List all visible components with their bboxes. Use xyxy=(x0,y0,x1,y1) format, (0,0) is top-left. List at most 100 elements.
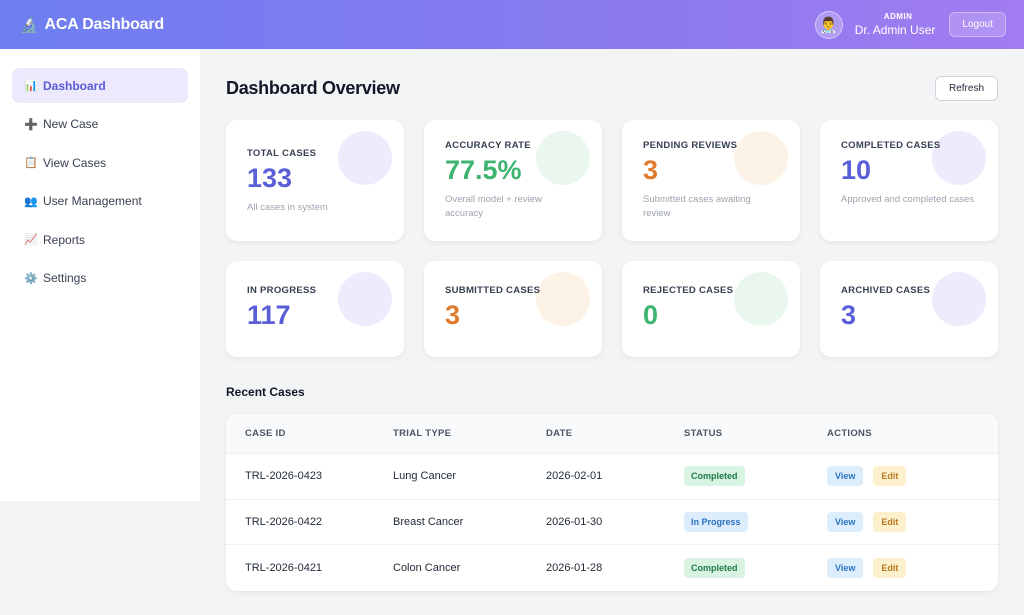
date-cell: 2026-02-01 xyxy=(546,470,603,483)
logout-button[interactable]: Logout xyxy=(949,12,1006,37)
brand-title: ACA Dashboard xyxy=(44,15,164,33)
actions-cell: View Edit xyxy=(827,511,998,532)
stat-description: Approved and completed cases xyxy=(841,194,975,205)
actions-cell: View Edit xyxy=(827,466,998,487)
column-header-actions: ACTIONS xyxy=(827,428,872,439)
sidebar-item-label: View Cases xyxy=(43,155,107,170)
bar-chart-icon: 📊 xyxy=(24,80,38,92)
sidebar-item-reports[interactable]: 📈 Reports xyxy=(12,222,188,257)
edit-button[interactable]: Edit xyxy=(873,466,907,487)
view-button[interactable]: View xyxy=(827,511,864,532)
view-button[interactable]: View xyxy=(827,557,864,578)
decorative-circle xyxy=(338,131,392,185)
stat-card-in-progress: IN PROGRESS 117 xyxy=(226,261,404,357)
stat-card-total-cases: TOTAL CASES 133 All cases in system xyxy=(226,120,404,241)
date-cell: 2026-01-30 xyxy=(546,515,603,528)
sidebar-item-user-management[interactable]: 👥 User Management xyxy=(12,184,188,219)
date-cell: 2026-01-28 xyxy=(546,561,603,574)
stat-label: PENDING REVIEWS xyxy=(643,140,738,151)
plus-icon: ➕ xyxy=(24,118,38,131)
sidebar-item-new-case[interactable]: ➕ New Case xyxy=(12,107,188,142)
case-id-cell: TRL-2026-0421 xyxy=(245,561,323,574)
user-area: 👨‍⚕️ ADMIN Dr. Admin User Logout xyxy=(814,10,1006,39)
stat-label: ACCURACY RATE xyxy=(445,140,531,151)
user-role: ADMIN xyxy=(883,11,913,21)
recent-cases-table: CASE ID TRIAL TYPE DATE STATUS ACTIONS T… xyxy=(226,414,998,591)
edit-button[interactable]: Edit xyxy=(873,557,907,578)
stat-value: 3 xyxy=(445,300,461,330)
decorative-circle xyxy=(536,131,590,185)
refresh-button[interactable]: Refresh xyxy=(934,75,998,101)
stat-label: SUBMITTED CASES xyxy=(445,285,541,296)
stat-label: COMPLETED CASES xyxy=(841,140,941,151)
stat-label: REJECTED CASES xyxy=(643,285,734,296)
avatar[interactable]: 👨‍⚕️ xyxy=(814,10,843,39)
status-cell: Completed xyxy=(684,557,827,578)
stat-card-archived-cases: ARCHIVED CASES 3 xyxy=(820,261,998,357)
stat-description: Overall model + review accuracy xyxy=(445,194,542,219)
view-button[interactable]: View xyxy=(827,466,864,487)
sidebar-item-label: Reports xyxy=(43,232,86,247)
sidebar-item-label: Dashboard xyxy=(43,78,106,93)
stat-value: 10 xyxy=(841,155,872,185)
sidebar-item-label: New Case xyxy=(43,117,99,131)
status-cell: In Progress xyxy=(684,511,827,532)
stat-card-submitted-cases: SUBMITTED CASES 3 xyxy=(424,261,602,357)
status-badge: Completed xyxy=(684,466,745,487)
stat-value: 117 xyxy=(247,300,291,330)
sidebar-item-label: User Management xyxy=(43,194,142,208)
stats-grid: TOTAL CASES 133 All cases in system ACCU… xyxy=(226,120,998,357)
brand[interactable]: 🔬 ACA Dashboard xyxy=(20,16,164,34)
user-name: Dr. Admin User xyxy=(854,22,936,37)
column-header-status: STATUS xyxy=(684,428,723,439)
decorative-circle xyxy=(536,272,590,326)
stat-card-accuracy-rate: ACCURACY RATE 77.5% Overall model + revi… xyxy=(424,120,602,241)
decorative-circle xyxy=(932,272,986,326)
stat-description: All cases in system xyxy=(247,202,328,213)
clipboard-icon: 📋 xyxy=(24,157,38,169)
stat-value: 133 xyxy=(247,163,293,193)
decorative-circle xyxy=(734,131,788,185)
gear-icon: ⚙️ xyxy=(24,272,38,285)
column-header-case-id: CASE ID xyxy=(245,428,286,439)
column-header-date: DATE xyxy=(546,428,573,439)
decorative-circle xyxy=(338,272,392,326)
title-row: Dashboard Overview Refresh xyxy=(226,75,998,101)
recent-cases-title: Recent Cases xyxy=(226,385,305,399)
sidebar-item-settings[interactable]: ⚙️ Settings xyxy=(12,261,188,296)
main-content: Dashboard Overview Refresh TOTAL CASES 1… xyxy=(226,49,998,591)
status-cell: Completed xyxy=(684,466,827,487)
stat-card-pending-reviews: PENDING REVIEWS 3 Submitted cases awaiti… xyxy=(622,120,800,241)
table-row: TRL-2026-0423 Lung Cancer 2026-02-01 Com… xyxy=(226,454,998,500)
sidebar: 📊 Dashboard ➕ New Case 📋 View Cases 👥 Us… xyxy=(0,49,200,501)
page-title: Dashboard Overview xyxy=(226,77,400,98)
trial-type-cell: Colon Cancer xyxy=(393,561,461,574)
stat-card-completed-cases: COMPLETED CASES 10 Approved and complete… xyxy=(820,120,998,241)
users-icon: 👥 xyxy=(24,195,38,208)
stat-value: 0 xyxy=(643,300,659,330)
actions-cell: View Edit xyxy=(827,557,998,578)
table-header: CASE ID TRIAL TYPE DATE STATUS ACTIONS xyxy=(226,414,998,454)
sidebar-item-dashboard[interactable]: 📊 Dashboard xyxy=(12,68,188,103)
edit-button[interactable]: Edit xyxy=(873,511,907,532)
status-badge: Completed xyxy=(684,557,745,578)
table-row: TRL-2026-0421 Colon Cancer 2026-01-28 Co… xyxy=(226,545,998,591)
status-badge: In Progress xyxy=(684,511,748,532)
case-id-cell: TRL-2026-0422 xyxy=(245,515,323,528)
stat-label: TOTAL CASES xyxy=(247,148,317,159)
stat-label: ARCHIVED CASES xyxy=(841,285,931,296)
microscope-icon: 🔬 xyxy=(20,16,39,34)
stat-label: IN PROGRESS xyxy=(247,285,317,296)
decorative-circle xyxy=(932,131,986,185)
sidebar-item-view-cases[interactable]: 📋 View Cases xyxy=(12,145,188,180)
case-id-cell: TRL-2026-0423 xyxy=(245,470,323,483)
stat-value: 3 xyxy=(841,300,857,330)
stat-value: 3 xyxy=(643,155,659,185)
decorative-circle xyxy=(734,272,788,326)
line-chart-icon: 📈 xyxy=(24,234,38,246)
trial-type-cell: Lung Cancer xyxy=(393,470,456,483)
sidebar-item-label: Settings xyxy=(43,271,87,285)
stat-description: Submitted cases awaiting review xyxy=(643,194,751,219)
user-info: ADMIN Dr. Admin User xyxy=(855,12,936,38)
stat-value: 77.5% xyxy=(445,155,522,185)
